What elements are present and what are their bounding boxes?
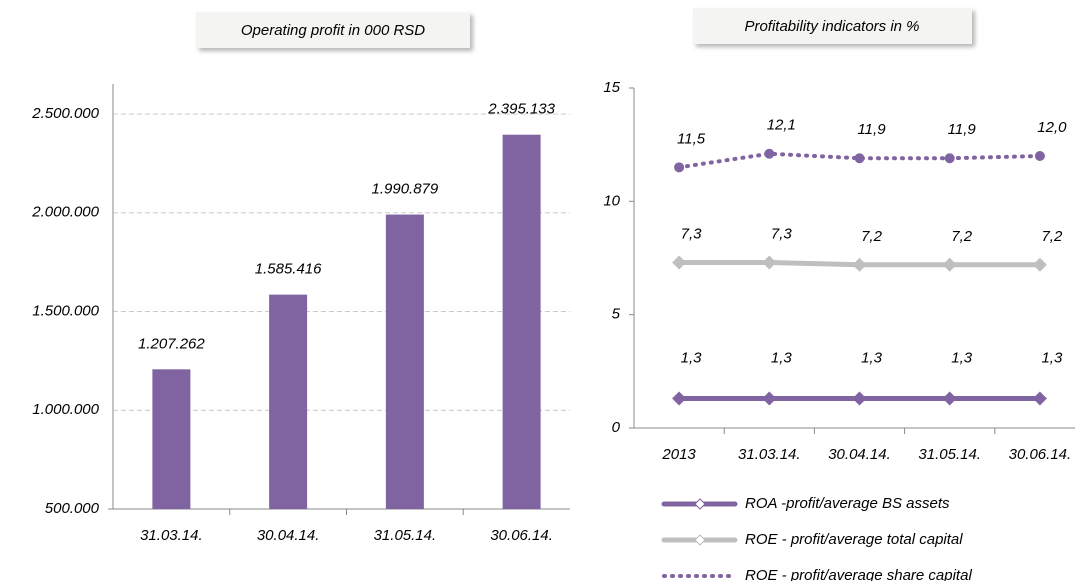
x-tick-label: 30.04.14. (828, 446, 891, 463)
y-tick-label: 15 (603, 79, 620, 96)
marker (854, 153, 865, 164)
marker (942, 257, 957, 272)
data-label: 7,2 (1041, 228, 1063, 245)
title-box (196, 12, 470, 48)
x-tick-label: 30.06.14. (490, 527, 553, 544)
legend-label: ROA -profit/average BS assets (745, 495, 950, 512)
marker (674, 162, 685, 173)
legend-marker (694, 534, 706, 546)
y-tick-label: 1.000.000 (32, 401, 99, 418)
marker (672, 391, 687, 406)
legend-label: ROE - profit/average total capital (745, 531, 963, 548)
data-label: 1,3 (1041, 350, 1063, 367)
legend-marker (694, 498, 706, 510)
y-tick-label: 10 (603, 192, 620, 209)
data-label: 12,1 (767, 117, 796, 134)
x-tick-label: 31.03.14. (738, 446, 801, 463)
bar (269, 294, 308, 509)
y-tick-label: 1.500.000 (32, 302, 99, 319)
y-tick-label: 2.500.000 (31, 105, 99, 122)
bar (502, 134, 541, 509)
marker (764, 148, 775, 159)
marker (944, 153, 955, 164)
data-label: 7,2 (951, 228, 973, 245)
data-label: 2.395.133 (487, 101, 555, 118)
data-label: 1,3 (681, 350, 703, 367)
data-label: 11,9 (948, 121, 977, 138)
chart-title: Profitability indicators in % (744, 18, 919, 35)
y-tick-label: 2.000.000 (31, 204, 99, 221)
data-label: 7,3 (681, 226, 703, 243)
marker (1032, 257, 1047, 272)
data-label: 1.207.262 (138, 335, 205, 352)
chart-title: Operating profit in 000 RSD (241, 22, 425, 39)
data-label: 7,3 (771, 226, 793, 243)
marker (672, 255, 687, 270)
y-tick-label: 0 (612, 419, 621, 436)
x-tick-label: 30.06.14. (1009, 446, 1072, 463)
x-tick-label: 2013 (661, 446, 696, 463)
marker (762, 391, 777, 406)
marker (762, 255, 777, 270)
legend-label: ROE - profit/average share capital (745, 567, 972, 581)
data-label: 1.990.879 (372, 181, 439, 198)
y-tick-label: 5 (612, 306, 621, 323)
data-label: 1,3 (951, 350, 973, 367)
x-tick-label: 31.05.14. (374, 527, 437, 544)
data-label: 1.585.416 (255, 261, 322, 278)
marker (852, 391, 867, 406)
data-label: 1,3 (861, 350, 883, 367)
marker (942, 391, 957, 406)
x-tick-label: 30.04.14. (257, 527, 320, 544)
data-label: 7,2 (861, 228, 883, 245)
marker (1034, 151, 1045, 161)
x-tick-label: 31.05.14. (918, 446, 981, 463)
bar (385, 214, 424, 509)
data-label: 1,3 (771, 350, 793, 367)
title-box (693, 8, 972, 44)
marker (1032, 391, 1047, 406)
bar (152, 369, 191, 509)
x-tick-label: 31.03.14. (140, 527, 203, 544)
data-label: 12,0 (1037, 119, 1067, 136)
marker (852, 257, 867, 272)
y-tick-label: 500.000 (45, 500, 100, 517)
data-label: 11,5 (677, 130, 706, 147)
data-label: 11,9 (857, 121, 886, 138)
